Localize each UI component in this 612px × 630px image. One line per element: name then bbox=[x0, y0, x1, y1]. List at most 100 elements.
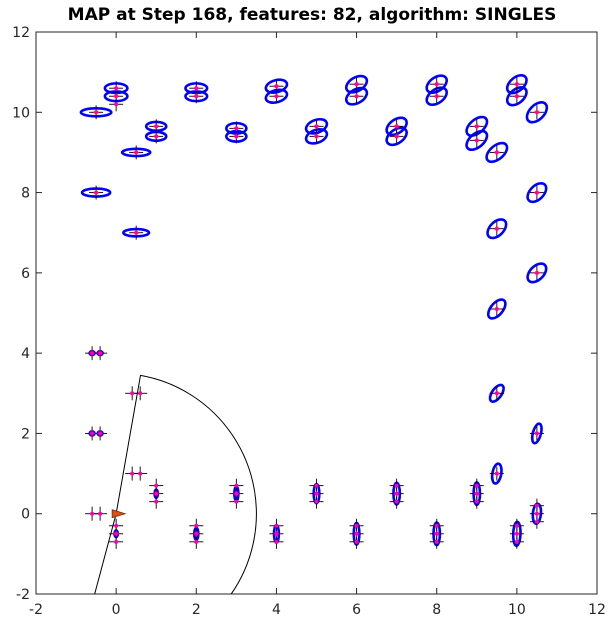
x-tick-label: 10 bbox=[508, 602, 526, 618]
estimate-dot bbox=[114, 102, 119, 107]
estimate-dot bbox=[474, 499, 479, 504]
sensor-range-arc bbox=[94, 374, 257, 594]
estimate-dot bbox=[514, 531, 519, 536]
feature-ellipse bbox=[304, 127, 329, 145]
estimate-dot bbox=[494, 391, 499, 396]
estimate-dot bbox=[274, 531, 279, 536]
estimate-dot bbox=[474, 491, 479, 496]
plot-area bbox=[79, 73, 549, 594]
y-tick-label: 10 bbox=[12, 105, 30, 121]
estimate-dot bbox=[534, 519, 539, 524]
estimate-dot bbox=[514, 539, 519, 544]
estimate-dot bbox=[234, 126, 239, 131]
estimate-dot bbox=[514, 523, 519, 528]
estimate-dot bbox=[194, 86, 199, 91]
y-tick-label: 8 bbox=[21, 186, 30, 202]
estimate-dot bbox=[434, 523, 439, 528]
estimate-dot bbox=[114, 531, 119, 536]
estimate-dot bbox=[130, 391, 135, 396]
feature-ellipse bbox=[385, 126, 408, 147]
robot-pose bbox=[111, 509, 127, 519]
estimate-dot bbox=[534, 190, 539, 195]
y-tick-label: 12 bbox=[12, 25, 30, 41]
estimate-dot bbox=[394, 134, 399, 139]
estimate-dot bbox=[394, 124, 399, 129]
estimate-dot bbox=[154, 499, 159, 504]
estimate-dot bbox=[394, 499, 399, 504]
estimate-dot bbox=[134, 230, 139, 235]
feature-ellipse bbox=[385, 116, 408, 137]
estimate-dot bbox=[194, 531, 199, 536]
feature-ellipse bbox=[344, 74, 369, 94]
estimate-dot bbox=[138, 471, 143, 476]
estimate-dot bbox=[234, 483, 239, 488]
estimate-dot bbox=[434, 82, 439, 87]
estimate-dot bbox=[434, 531, 439, 536]
x-tick-label: -2 bbox=[29, 602, 43, 618]
estimate-dot bbox=[474, 124, 479, 129]
estimate-dot bbox=[394, 483, 399, 488]
y-tick-label: 6 bbox=[21, 266, 30, 282]
estimate-dot bbox=[514, 82, 519, 87]
estimate-dot bbox=[274, 523, 279, 528]
y-tick-label: 2 bbox=[21, 426, 30, 442]
chart-title: MAP at Step 168, features: 82, algorithm… bbox=[68, 5, 557, 25]
feature-ellipse bbox=[425, 86, 449, 107]
estimate-dot bbox=[98, 351, 103, 356]
estimate-dot bbox=[138, 391, 143, 396]
estimate-dot bbox=[234, 491, 239, 496]
estimate-dot bbox=[94, 190, 99, 195]
estimate-dot bbox=[534, 511, 539, 516]
estimate-dot bbox=[114, 539, 119, 544]
estimate-dot bbox=[134, 150, 139, 155]
estimate-dot bbox=[154, 483, 159, 488]
estimate-dot bbox=[90, 511, 95, 516]
estimate-dot bbox=[514, 94, 519, 99]
y-tick-label: 4 bbox=[21, 346, 30, 362]
estimate-dot bbox=[534, 270, 539, 275]
estimate-dot bbox=[274, 539, 279, 544]
feature-ellipse bbox=[425, 74, 449, 95]
estimate-dot bbox=[114, 523, 119, 528]
estimate-dot bbox=[90, 431, 95, 436]
feature-ellipse bbox=[505, 73, 528, 95]
feature-ellipse bbox=[264, 88, 289, 104]
estimate-dot bbox=[314, 491, 319, 496]
feature-ellipse bbox=[526, 262, 548, 284]
plot-frame bbox=[35, 31, 598, 595]
estimate-dot bbox=[394, 491, 399, 496]
x-tick-label: 6 bbox=[352, 602, 361, 618]
estimate-dot bbox=[354, 539, 359, 544]
x-tick-label: 12 bbox=[588, 602, 606, 618]
feature-ellipse bbox=[344, 86, 369, 106]
estimate-dot bbox=[534, 431, 539, 436]
estimate-dot bbox=[274, 84, 279, 89]
estimate-dot bbox=[534, 503, 539, 508]
estimate-dot bbox=[534, 110, 539, 115]
x-tick-label: 2 bbox=[192, 602, 201, 618]
estimate-dot bbox=[130, 471, 135, 476]
estimate-dot bbox=[434, 539, 439, 544]
estimate-dot bbox=[154, 124, 159, 129]
feature-ellipse bbox=[526, 181, 548, 204]
estimate-dot bbox=[354, 523, 359, 528]
x-tick-label: 8 bbox=[432, 602, 441, 618]
estimate-dot bbox=[154, 491, 159, 496]
feature-ellipse bbox=[490, 462, 503, 485]
feature-ellipse bbox=[505, 86, 528, 107]
estimate-dot bbox=[274, 94, 279, 99]
feature-ellipse bbox=[264, 78, 289, 94]
estimate-dot bbox=[494, 471, 499, 476]
feature-ellipse bbox=[486, 218, 508, 240]
x-tick-label: 4 bbox=[272, 602, 281, 618]
y-tick-label: -2 bbox=[16, 587, 30, 603]
estimate-dot bbox=[94, 110, 99, 115]
feature-ellipse bbox=[488, 383, 505, 403]
y-tick-label: 0 bbox=[21, 507, 30, 523]
estimate-dot bbox=[494, 306, 499, 311]
estimate-dot bbox=[98, 431, 103, 436]
estimate-dot bbox=[114, 86, 119, 91]
estimate-dot bbox=[314, 499, 319, 504]
feature-ellipse bbox=[485, 141, 509, 164]
